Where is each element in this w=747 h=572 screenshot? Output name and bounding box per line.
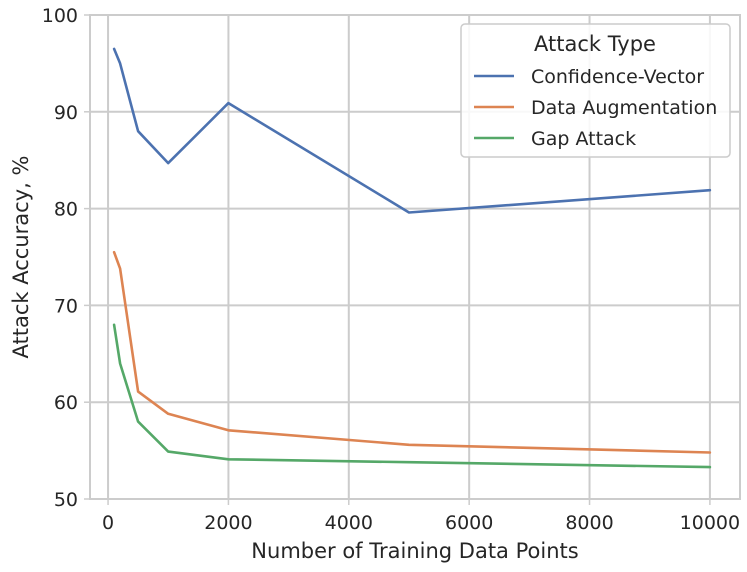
series-line-data-augmentation — [112, 250, 712, 454]
x-tick-label: 0 — [102, 512, 114, 534]
legend-label-data-augmentation: Data Augmentation — [531, 97, 717, 119]
x-tick-label: 10000 — [680, 512, 740, 534]
y-axis-title: Attack Accuracy, % — [9, 156, 33, 359]
y-tick-label: 80 — [54, 199, 78, 221]
x-axis-title: Number of Training Data Points — [251, 539, 578, 563]
legend-title: Attack Type — [534, 32, 656, 56]
legend-label-gap-attack: Gap Attack — [531, 128, 636, 150]
legend: Attack Type Confidence-Vector Data Augmen… — [460, 23, 731, 158]
series-line-gap-attack — [112, 323, 712, 469]
x-tick-label: 6000 — [445, 512, 493, 534]
y-tick-label: 60 — [54, 392, 78, 414]
axis-tick-labels: 0 2000 4000 6000 8000 10000 50 60 70 80 90 100 — [42, 5, 740, 534]
x-tick-label: 8000 — [565, 512, 613, 534]
y-tick-label: 50 — [54, 489, 78, 511]
y-tick-label: 100 — [42, 5, 78, 27]
plot-series — [112, 47, 712, 469]
plot-frame — [89, 14, 741, 500]
x-tick-label: 4000 — [325, 512, 373, 534]
x-tick-label: 2000 — [204, 512, 252, 534]
legend-label-confidence-vector: Confidence-Vector — [531, 66, 704, 88]
y-tick-label: 70 — [54, 295, 78, 317]
legend-entries: Confidence-Vector Data Augmentation Gap At… — [474, 66, 717, 150]
series-line-confidence-vector — [112, 47, 712, 214]
legend-box — [460, 23, 731, 158]
y-tick-label: 90 — [54, 102, 78, 124]
